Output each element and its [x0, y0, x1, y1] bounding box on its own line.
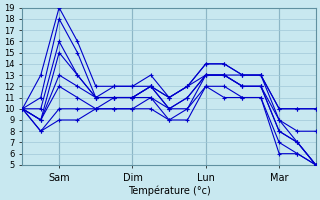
X-axis label: Température (°c): Température (°c) [128, 185, 211, 196]
